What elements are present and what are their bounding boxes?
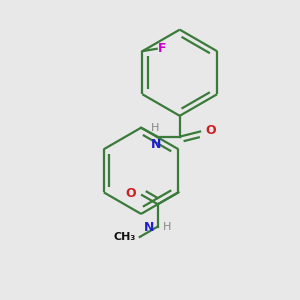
Text: O: O	[125, 187, 136, 200]
Text: N: N	[152, 138, 162, 151]
Text: H: H	[163, 222, 172, 232]
Text: O: O	[205, 124, 216, 137]
Text: N: N	[144, 220, 154, 234]
Text: CH₃: CH₃	[114, 232, 136, 242]
Text: F: F	[158, 42, 167, 55]
Text: H: H	[151, 123, 159, 133]
